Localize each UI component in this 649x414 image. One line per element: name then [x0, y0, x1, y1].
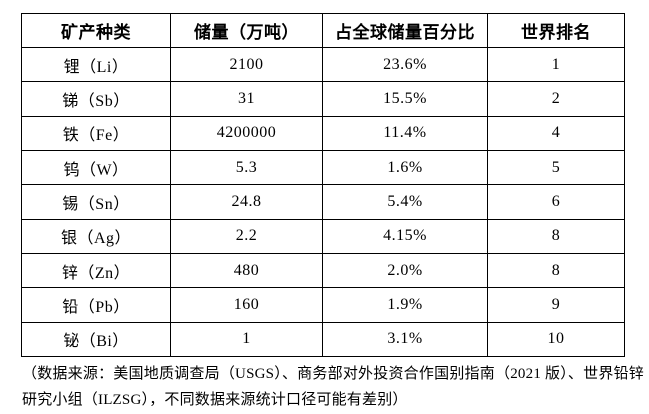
table-row: 银（Ag） 2.2 4.15% 8: [21, 218, 625, 254]
table-cell: 4: [487, 115, 625, 151]
mineral-reserves-table: 矿产种类 储量（万吨） 占全球储量百分比 世界排名 锂（Li） 2100 23.6% 1 锑（…: [21, 13, 625, 358]
table-cell: 铅（Pb）: [21, 287, 171, 323]
table-header-cell: 占全球储量百分比: [322, 13, 488, 48]
table-cell: 4.15%: [322, 218, 488, 254]
table-body: 锂（Li） 2100 23.6% 1 锑（Sb） 31 15.5% 2 铁（Fe） 4200000…: [21, 46, 625, 358]
table-cell: 2: [487, 81, 625, 117]
table-cell: 锡（Sn）: [21, 184, 171, 220]
table-cell: 锂（Li）: [21, 46, 171, 83]
table-cell: 钨（W）: [21, 149, 171, 186]
table-cell: 23.6%: [322, 46, 488, 83]
table-cell: 5: [487, 149, 625, 186]
table-cell: 2.0%: [322, 252, 488, 289]
table-cell: 银（Ag）: [21, 218, 171, 254]
table-cell: 3.1%: [322, 321, 488, 358]
table-cell: 15.5%: [322, 81, 488, 117]
table-row: 钨（W） 5.3 1.6% 5: [21, 149, 625, 186]
table-header-cell: 储量（万吨）: [170, 13, 323, 48]
table-row: 铅（Pb） 160 1.9% 9: [21, 287, 625, 323]
table-row: 锌（Zn） 480 2.0% 8: [21, 252, 625, 289]
table-cell: 24.8: [170, 184, 323, 220]
table-cell: 10: [487, 321, 625, 358]
table-cell: 480: [170, 252, 323, 289]
table-cell: 锑（Sb）: [21, 81, 171, 117]
table-row: 锡（Sn） 24.8 5.4% 6: [21, 184, 625, 220]
table-row: 铋（Bi） 1 3.1% 10: [21, 321, 625, 358]
table-cell: 1.9%: [322, 287, 488, 323]
table-cell: 11.4%: [322, 115, 488, 151]
table-cell: 160: [170, 287, 323, 323]
table-header-cell: 矿产种类: [21, 13, 171, 48]
table-cell: 锌（Zn）: [21, 252, 171, 289]
table-header-row: 矿产种类 储量（万吨） 占全球储量百分比 世界排名: [21, 13, 625, 48]
table-row: 锑（Sb） 31 15.5% 2: [21, 81, 625, 117]
table-cell: 2100: [170, 46, 323, 83]
table-cell: 5.3: [170, 149, 323, 186]
table-cell: 1: [487, 46, 625, 83]
table-cell: 5.4%: [322, 184, 488, 220]
data-source-footnote: （数据来源：美国地质调查局（USGS）、商务部对外投资合作国别指南（2021 版…: [22, 366, 644, 408]
table-row: 铁（Fe） 4200000 11.4% 4: [21, 115, 625, 151]
table-cell: 铁（Fe）: [21, 115, 171, 151]
table-cell: 9: [487, 287, 625, 323]
table-cell: 4200000: [170, 115, 323, 151]
table-row: 锂（Li） 2100 23.6% 1: [21, 46, 625, 83]
table-cell: 31: [170, 81, 323, 117]
table-header-cell: 世界排名: [487, 13, 625, 48]
table-cell: 8: [487, 218, 625, 254]
table-cell: 2.2: [170, 218, 323, 254]
table-cell: 6: [487, 184, 625, 220]
table-cell: 铋（Bi）: [21, 321, 171, 358]
table-cell: 8: [487, 252, 625, 289]
table-cell: 1: [170, 321, 323, 358]
table-cell: 1.6%: [322, 149, 488, 186]
